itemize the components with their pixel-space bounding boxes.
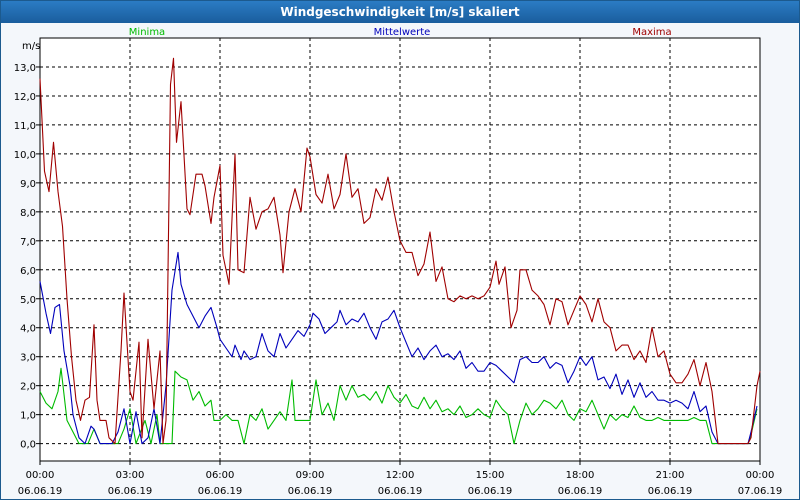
y-tick-label: 2,0	[20, 382, 36, 393]
x-tick-time: 18:00	[566, 470, 595, 481]
x-tick-time: 06:00	[206, 470, 235, 481]
x-tick-time: 09:00	[296, 470, 325, 481]
y-tick-label: 10,0	[14, 150, 36, 161]
x-axis-ticks: 00:00 06.06.19 03:00 06.06.19 06:00 06.06.19 0…	[18, 461, 783, 497]
y-tick-label: 0,0	[20, 440, 36, 451]
series-line-min	[39, 367, 758, 445]
series-line-max	[39, 57, 761, 445]
x-tick-date: 07.06.19	[738, 486, 783, 497]
legend-max: Maxima	[632, 27, 671, 38]
x-tick-time: 00:00	[26, 470, 55, 481]
x-tick-time: 12:00	[386, 470, 415, 481]
x-tick-date: 06.06.19	[198, 486, 243, 497]
y-tick-label: 6,0	[20, 266, 36, 277]
y-tick-label: 7,0	[20, 237, 36, 248]
series-line-mean	[39, 251, 758, 445]
y-tick-label: 8,0	[20, 208, 36, 219]
window-title: Windgeschwindigkeit [m/s] skaliert	[1, 1, 799, 23]
y-tick-label: 5,0	[20, 295, 36, 306]
x-tick-date: 06.06.19	[18, 486, 63, 497]
y-tick-label: 1,0	[20, 411, 36, 422]
x-tick-date: 06.06.19	[378, 486, 423, 497]
y-tick-label: 11,0	[14, 121, 36, 132]
x-tick-date: 06.06.19	[108, 486, 153, 497]
x-tick-time: 21:00	[656, 470, 685, 481]
y-tick-label: 13,0	[14, 63, 36, 74]
y-tick-label: 9,0	[20, 179, 36, 190]
grid-lines	[40, 38, 760, 461]
y-axis-label: m/s	[22, 41, 40, 52]
y-tick-label: 4,0	[20, 324, 36, 335]
y-axis-ticks: 0,0 1,0 2,0 3,0 4,0 5,0 6,0 7,0 8,0 9,0 10,0 11,0 12…	[14, 63, 40, 451]
x-tick-date: 06.06.19	[288, 486, 333, 497]
x-tick-date: 06.06.19	[468, 486, 513, 497]
y-tick-label: 12,0	[14, 92, 36, 103]
series-lines	[39, 57, 761, 445]
x-tick-time: 03:00	[116, 470, 145, 481]
x-tick-date: 06.06.19	[558, 486, 603, 497]
legend-mean: Mittelwerte	[374, 27, 431, 38]
x-tick-time: 15:00	[476, 470, 505, 481]
y-tick-label: 3,0	[20, 353, 36, 364]
legend: Minima Mittelwerte Maxima	[129, 27, 672, 38]
legend-min: Minima	[129, 27, 165, 38]
x-tick-date: 06.06.19	[648, 486, 693, 497]
x-tick-time: 00:00	[746, 470, 775, 481]
